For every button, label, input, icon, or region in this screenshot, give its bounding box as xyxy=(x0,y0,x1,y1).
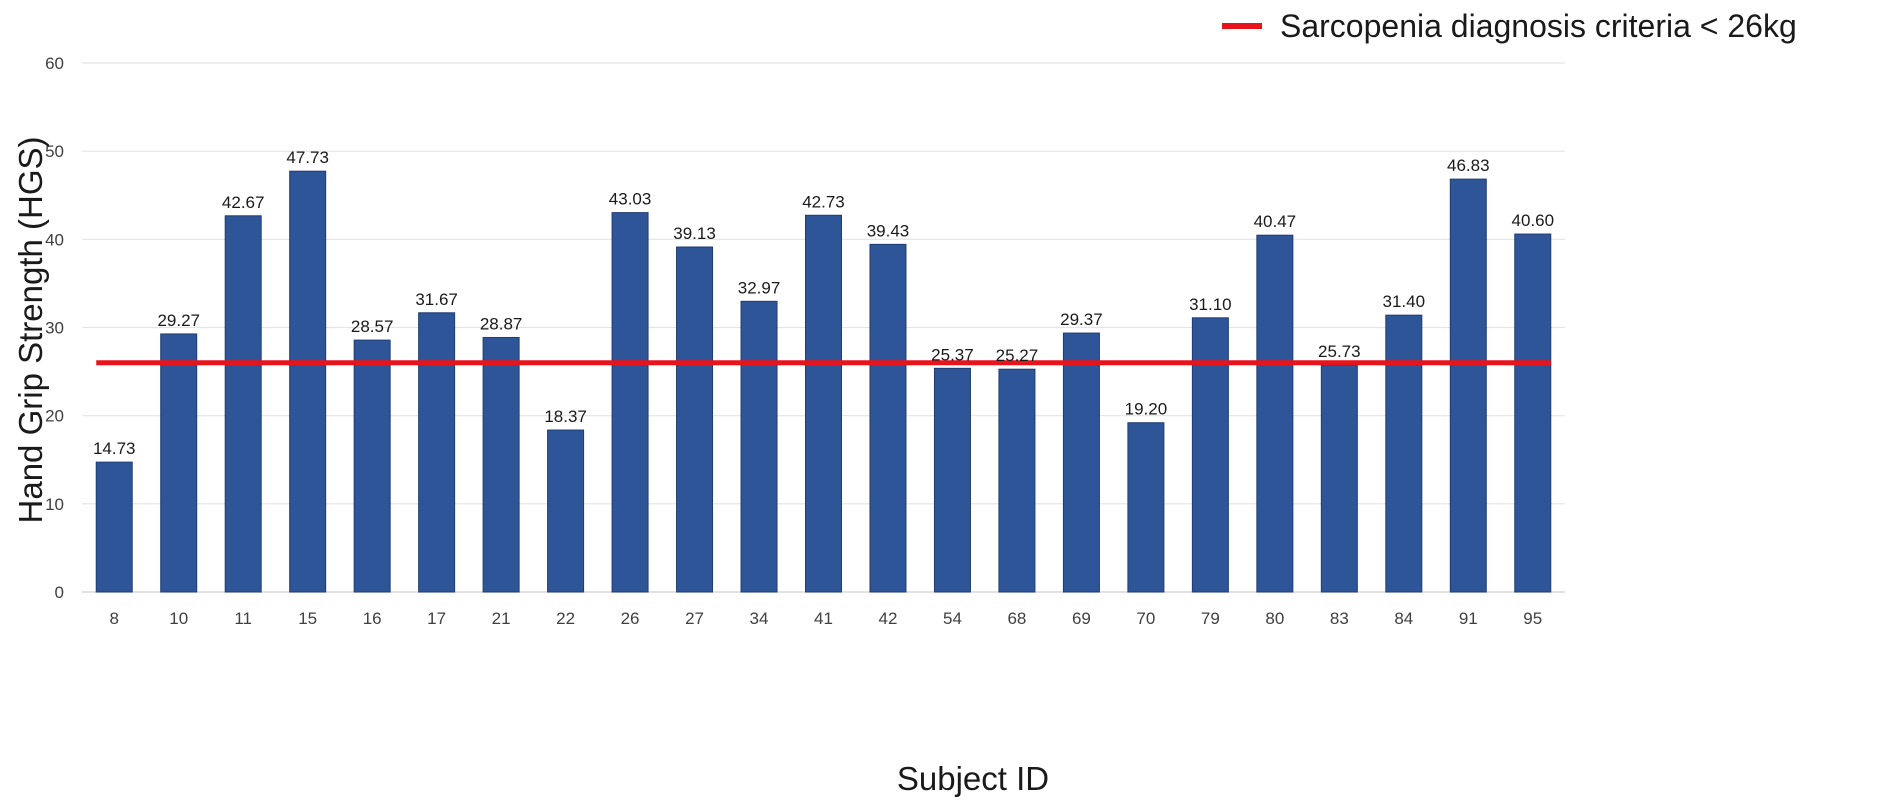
data-label-11: 42.67 xyxy=(222,193,265,212)
data-label-83: 25.73 xyxy=(1318,342,1361,361)
y-axis-ticks: 0 10 20 30 40 50 60 xyxy=(45,54,64,602)
bar-8 xyxy=(95,461,133,593)
x-tick-label-15: 15 xyxy=(298,609,317,628)
x-tick-label-26: 26 xyxy=(621,609,640,628)
data-label-95: 40.60 xyxy=(1511,211,1554,230)
data-label-34: 32.97 xyxy=(738,278,781,297)
x-tick-label-79: 79 xyxy=(1201,609,1220,628)
data-label-84: 31.40 xyxy=(1383,292,1426,311)
data-label-10: 29.27 xyxy=(157,311,200,330)
data-label-26: 43.03 xyxy=(609,190,652,209)
data-label-69: 29.37 xyxy=(1060,310,1103,329)
y-tick-label: 60 xyxy=(45,54,64,73)
x-tick-label-95: 95 xyxy=(1523,609,1542,628)
data-label-68: 25.27 xyxy=(996,346,1039,365)
bar-22 xyxy=(547,429,585,593)
x-tick-label-83: 83 xyxy=(1330,609,1349,628)
x-tick-label-80: 80 xyxy=(1265,609,1284,628)
data-label-15: 47.73 xyxy=(286,148,329,167)
data-label-16: 28.57 xyxy=(351,317,394,336)
data-label-22: 18.37 xyxy=(544,407,587,426)
x-tick-label-22: 22 xyxy=(556,609,575,628)
data-label-27: 39.13 xyxy=(673,224,716,243)
data-label-8: 14.73 xyxy=(93,439,136,458)
bar-69 xyxy=(1062,332,1100,593)
bar-42 xyxy=(869,243,907,593)
bar-41 xyxy=(805,214,842,593)
bar-16 xyxy=(353,339,391,593)
x-tick-label-68: 68 xyxy=(1007,609,1026,628)
bar-68 xyxy=(998,368,1036,593)
x-tick-label-11: 11 xyxy=(234,609,252,628)
y-tick-label: 10 xyxy=(45,495,64,514)
x-tick-label-84: 84 xyxy=(1394,609,1413,628)
data-label-41: 42.73 xyxy=(802,192,845,211)
data-label-91: 46.83 xyxy=(1447,156,1490,175)
data-label-54: 25.37 xyxy=(931,345,974,364)
x-axis-ticks: 8 10 11 15 16 17 21 22 26 27 34 41 42 54 68 69 70 79 80 83 8… xyxy=(110,609,1543,628)
bar-95 xyxy=(1514,233,1552,593)
data-label-70: 19.20 xyxy=(1125,400,1168,419)
x-tick-label-16: 16 xyxy=(363,609,382,628)
x-tick-label-42: 42 xyxy=(879,609,898,628)
x-tick-label-10: 10 xyxy=(169,609,188,628)
bar-84 xyxy=(1385,314,1423,593)
bar-21 xyxy=(482,336,520,593)
bar-91 xyxy=(1449,178,1487,593)
x-tick-label-69: 69 xyxy=(1072,609,1091,628)
bar-17 xyxy=(418,312,456,593)
x-tick-label-17: 17 xyxy=(427,609,446,628)
y-tick-label: 0 xyxy=(55,583,64,602)
data-label-21: 28.87 xyxy=(480,314,523,333)
y-tick-label: 20 xyxy=(45,407,64,426)
bar-83 xyxy=(1320,364,1358,593)
data-label-80: 40.47 xyxy=(1254,212,1297,231)
bars xyxy=(95,170,1552,593)
legend-label: Sarcopenia diagnosis criteria < 26kg xyxy=(1280,8,1797,44)
x-tick-label-21: 21 xyxy=(492,609,511,628)
bar-70 xyxy=(1127,422,1165,593)
bar-15 xyxy=(289,170,327,593)
bar-54 xyxy=(933,367,971,593)
data-label-17: 31.67 xyxy=(415,290,458,309)
data-label-42: 39.43 xyxy=(867,221,910,240)
y-tick-label: 40 xyxy=(45,230,64,249)
x-tick-label-8: 8 xyxy=(110,609,119,628)
bar-79 xyxy=(1191,317,1229,593)
bar-26 xyxy=(611,212,649,593)
data-labels: 14.73 29.27 42.67 47.73 28.57 31.67 28.87 18.37… xyxy=(93,148,1554,458)
bar-27 xyxy=(676,246,714,593)
x-tick-label-54: 54 xyxy=(943,609,962,628)
y-axis-title: Hand Grip Strength (HGS) xyxy=(12,137,49,524)
x-axis-title: Subject ID xyxy=(897,760,1049,797)
x-tick-label-70: 70 xyxy=(1136,609,1155,628)
x-tick-label-91: 91 xyxy=(1459,609,1478,628)
x-tick-label-41: 41 xyxy=(814,609,833,628)
bar-34 xyxy=(740,300,778,593)
data-label-79: 31.10 xyxy=(1189,295,1232,314)
bar-80 xyxy=(1256,234,1294,593)
x-tick-label-27: 27 xyxy=(685,609,704,628)
y-tick-label: 30 xyxy=(45,319,64,338)
y-tick-label: 50 xyxy=(45,142,64,161)
bar-11 xyxy=(224,215,262,593)
bar-10 xyxy=(160,333,198,593)
legend: Sarcopenia diagnosis criteria < 26kg xyxy=(1222,8,1797,44)
x-tick-label-34: 34 xyxy=(750,609,769,628)
